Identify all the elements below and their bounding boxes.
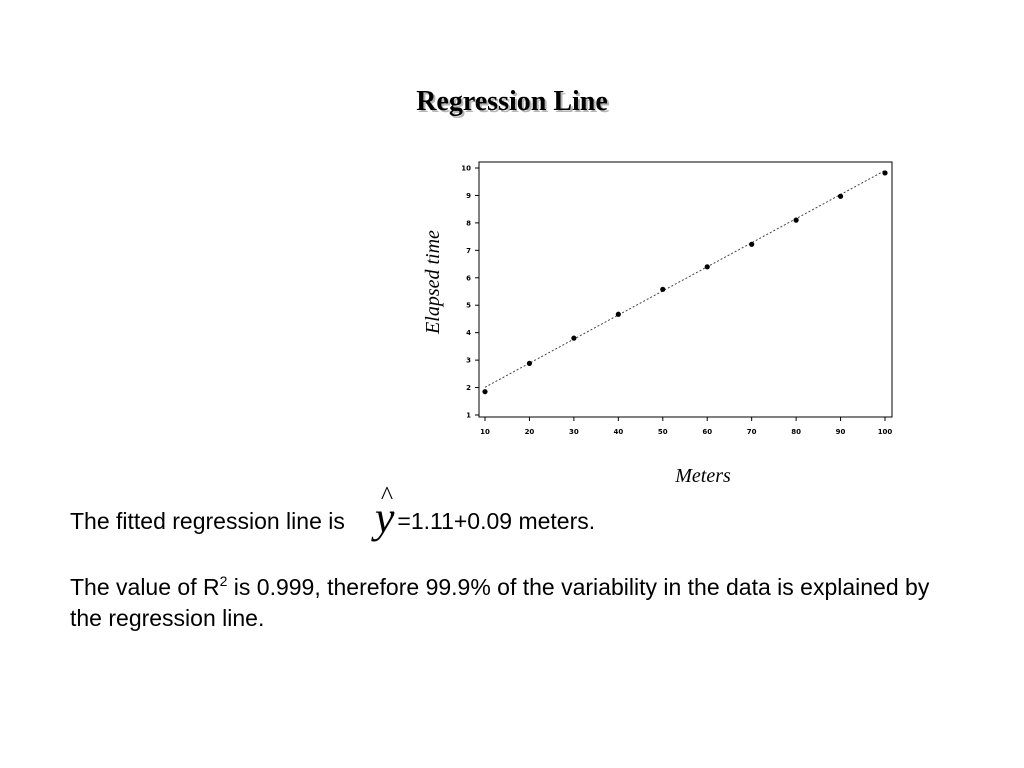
data-point (704, 264, 710, 270)
data-point (837, 193, 844, 199)
y-tick-label: 1 (466, 412, 471, 420)
y-tick-label: 8 (466, 219, 471, 227)
data-point (749, 241, 755, 247)
y-tick-label: 5 (466, 302, 471, 310)
x-axis-label: Meters (674, 465, 731, 487)
data-point (660, 286, 666, 292)
y-tick-label: 3 (466, 357, 471, 365)
x-tick-label: 10 (480, 428, 490, 436)
x-tick-label: 60 (702, 428, 712, 436)
x-axis-ticks: 10 20 30 40 50 60 70 80 90 100 (480, 417, 892, 436)
data-point (615, 311, 621, 317)
y-axis-label: Elapsed time (422, 230, 444, 335)
fitted-line-text: The fitted regression line is y=1.11+0.09… (70, 486, 960, 540)
r2-prefix: The value of R (70, 574, 220, 600)
y-axis-ticks: 1 2 3 4 5 6 7 8 9 10 (461, 165, 479, 420)
x-tick-label: 50 (658, 428, 668, 436)
fitted-line-prefix: The fitted regression line is (70, 508, 345, 534)
x-tick-label: 100 (878, 428, 893, 436)
y-tick-label: 6 (466, 274, 471, 282)
x-tick-label: 30 (569, 428, 579, 436)
r-squared-text: The value of R2 is 0.999, therefore 99.9… (70, 572, 960, 634)
y-hat-symbol: y (375, 486, 395, 540)
slide-title: Regression Line (416, 86, 608, 117)
data-points (482, 170, 888, 395)
x-tick-label: 70 (747, 428, 757, 436)
x-tick-label: 20 (525, 428, 535, 436)
data-point (482, 389, 488, 395)
y-tick-label: 9 (466, 192, 471, 200)
regression-fit-line (484, 170, 886, 388)
r2-superscript: 2 (219, 573, 228, 589)
data-point (882, 170, 888, 176)
y-tick-label: 10 (461, 165, 471, 173)
x-tick-label: 90 (836, 428, 846, 436)
data-point (571, 335, 577, 341)
fitted-equation: =1.11+0.09 meters. (397, 508, 596, 534)
y-tick-label: 2 (466, 384, 471, 392)
regression-chart: 10 20 30 40 50 60 70 80 90 100 1 2 3 4 5 6 7 8 9 10 Meters… (422, 161, 893, 487)
data-point (793, 217, 799, 223)
x-tick-label: 80 (791, 428, 801, 436)
plot-frame (478, 161, 893, 418)
y-tick-label: 4 (466, 329, 471, 337)
r2-rest: is 0.999, therefore 99.9% of the variabi… (70, 574, 930, 631)
y-tick-label: 7 (466, 247, 471, 255)
x-tick-label: 40 (613, 428, 623, 436)
data-point (526, 360, 533, 367)
